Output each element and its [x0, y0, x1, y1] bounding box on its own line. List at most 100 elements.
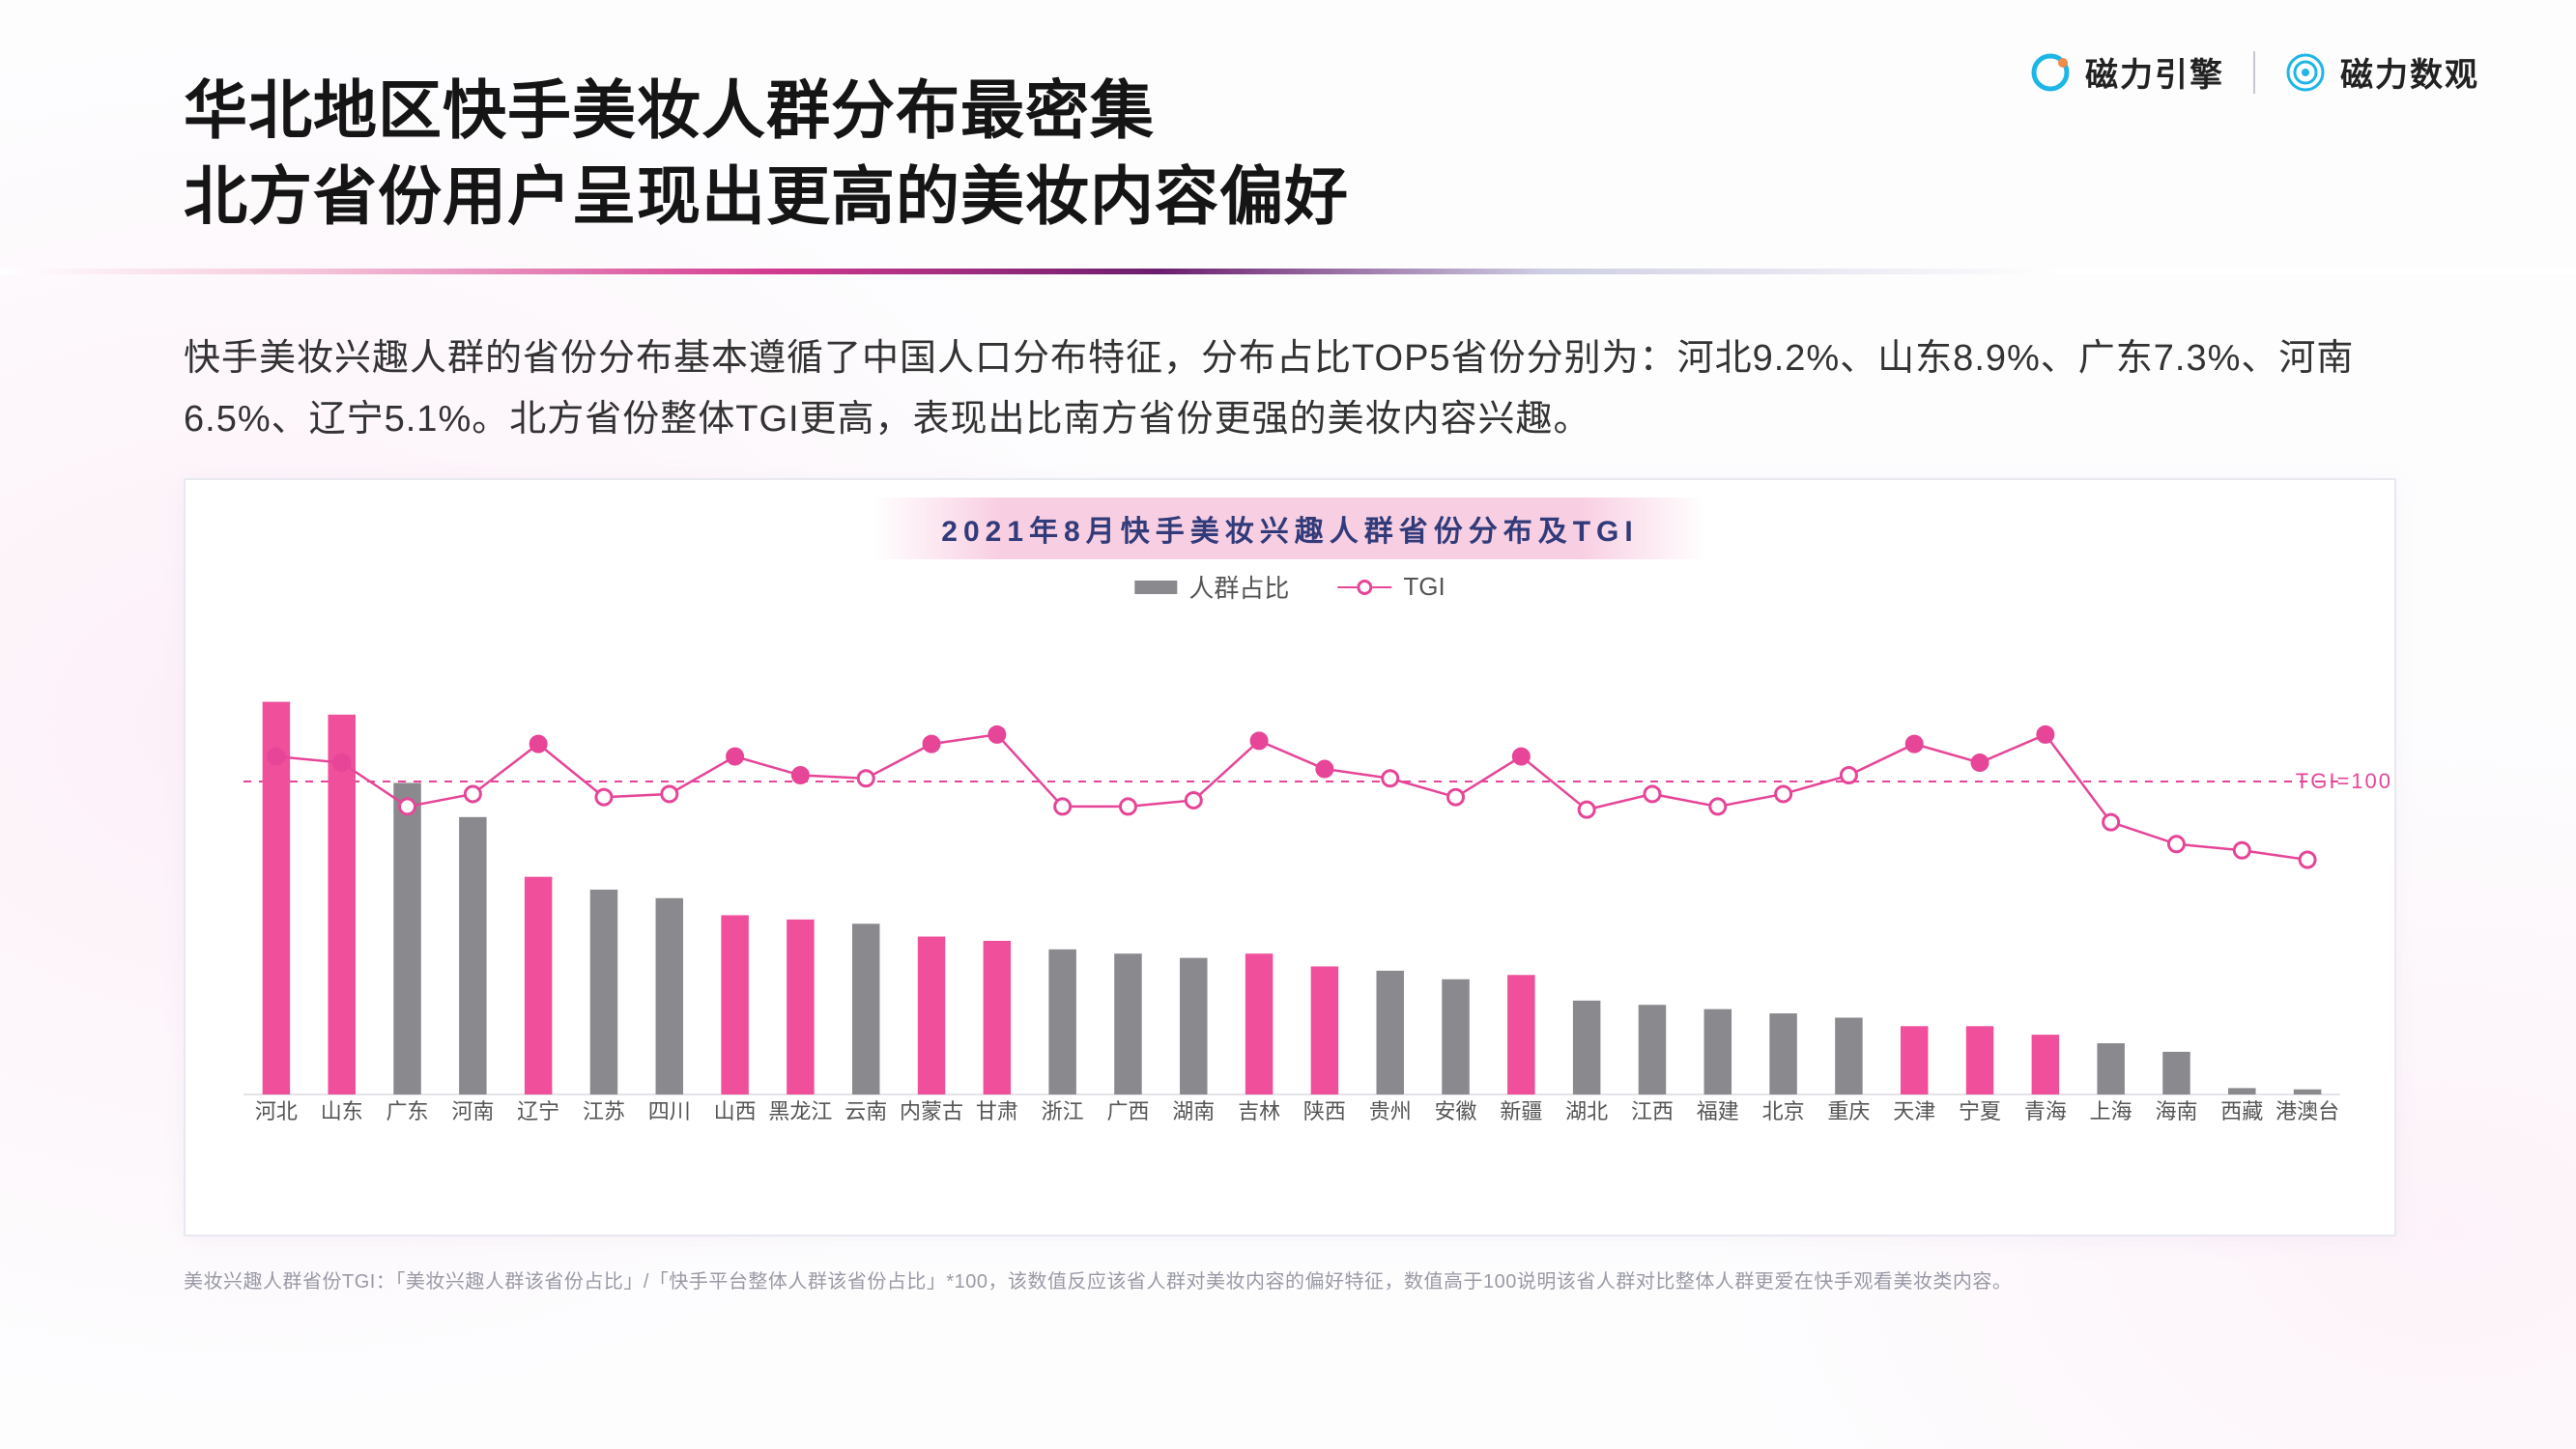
x-axis-label: 湖北 [1554, 1094, 1619, 1127]
logo-shuguan: 磁力数观 [2284, 48, 2479, 96]
chart-tgi-marker [596, 789, 612, 805]
x-axis-label: 江西 [1619, 1094, 1685, 1127]
chart-bar [2032, 1035, 2059, 1094]
x-axis-label: 港澳台 [2275, 1094, 2340, 1127]
x-axis-label: 江苏 [571, 1094, 637, 1127]
chart-tgi-marker [2234, 842, 2249, 858]
x-axis-label: 四川 [637, 1094, 702, 1127]
logo-engine: 磁力引擎 [2029, 48, 2224, 96]
tgi-reference-label: TGI=100 [2296, 769, 2392, 794]
chart-plot-area: TGI=100 河北山东广东河南辽宁江苏四川山西黑龙江云南内蒙古甘肃浙江广西湖南… [243, 625, 2340, 1127]
x-axis-label: 山东 [309, 1094, 375, 1127]
chart-svg [243, 625, 2340, 1127]
chart-tgi-marker [2300, 852, 2315, 867]
chart-bar [656, 898, 683, 1094]
x-axis-label: 福建 [1685, 1094, 1751, 1127]
chart-tgi-marker [465, 786, 480, 802]
chart-title-wrap: 2021年8月快手美妆兴趣人群省份分布及TGI [873, 497, 1705, 559]
x-axis-label: 吉林 [1226, 1094, 1292, 1127]
chart-tgi-line [276, 734, 2307, 860]
chart-tgi-marker [1906, 736, 1922, 752]
x-axis-label: 西藏 [2209, 1094, 2275, 1127]
chart-bar [1245, 953, 1273, 1094]
chart-tgi-marker [2168, 837, 2184, 852]
x-axis-label: 贵州 [1358, 1094, 1423, 1127]
chart-bar [2162, 1052, 2190, 1094]
chart-tgi-marker [1710, 799, 1726, 814]
chart-x-axis: 河北山东广东河南辽宁江苏四川山西黑龙江云南内蒙古甘肃浙江广西湖南吉林陕西贵州安徽… [243, 1094, 2340, 1127]
chart-bar [1180, 958, 1207, 1094]
chart-tgi-marker [1055, 799, 1071, 814]
chart-tgi-marker [1186, 792, 1201, 808]
chart-tgi-marker [1579, 802, 1594, 817]
chart-title: 2021年8月快手美妆兴趣人群省份分布及TGI [873, 497, 1705, 559]
chart-container: 2021年8月快手美妆兴趣人群省份分布及TGI 人群占比 TGI TGI=100… [184, 478, 2396, 1236]
chart-bar [918, 937, 945, 1094]
chart-bar [1442, 980, 1469, 1094]
chart-bar [393, 782, 420, 1094]
chart-bar [787, 920, 814, 1094]
chart-bar [1835, 1017, 1862, 1094]
logo-engine-text: 磁力引擎 [2085, 48, 2224, 96]
slide-root: { "logos": { "left": { "text": "磁力引擎", "… [0, 0, 2576, 1449]
chart-tgi-marker [792, 768, 808, 783]
chart-tgi-marker [728, 749, 743, 764]
x-axis-label: 辽宁 [505, 1094, 571, 1127]
slide-heading: 华北地区快手美妆人群分布最密集 北方省份用户呈现出更高的美妆内容偏好 [184, 68, 1349, 240]
chart-bar [459, 817, 486, 1094]
chart-bar [2097, 1043, 2124, 1094]
chart-tgi-marker [1383, 771, 1398, 786]
slide-footnote: 美妆兴趣人群省份TGI：「美妆兴趣人群该省份占比」/「快手平台整体人群该省份占比… [184, 1265, 2396, 1293]
brand-logos: 磁力引擎 磁力数观 [2029, 48, 2479, 96]
chart-tgi-marker [1120, 799, 1135, 814]
x-axis-label: 海南 [2144, 1094, 2210, 1127]
engine-logo-icon [2029, 51, 2072, 94]
chart-tgi-marker [989, 726, 1005, 742]
x-axis-label: 浙江 [1030, 1094, 1096, 1127]
chart-bar [1048, 950, 1075, 1094]
legend-line-swatch [1337, 580, 1391, 595]
x-axis-label: 广西 [1096, 1094, 1161, 1127]
legend-bar-swatch [1134, 581, 1177, 594]
chart-tgi-marker [1972, 755, 1988, 771]
x-axis-label: 黑龙江 [768, 1094, 834, 1127]
chart-tgi-marker [2038, 726, 2053, 742]
x-axis-label: 安徽 [1423, 1094, 1489, 1127]
chart-bar [1114, 953, 1141, 1094]
chart-tgi-marker [662, 786, 677, 802]
chart-bar [1573, 1001, 1600, 1094]
chart-tgi-marker [1645, 786, 1660, 802]
chart-bar [1507, 975, 1534, 1094]
x-axis-label: 陕西 [1292, 1094, 1358, 1127]
x-axis-label: 湖南 [1160, 1094, 1226, 1127]
chart-tgi-marker [1448, 789, 1464, 805]
chart-tgi-marker [269, 749, 284, 764]
logo-shuguan-text: 磁力数观 [2340, 48, 2479, 96]
legend-line-label: TGI [1403, 572, 1445, 602]
legend-line-item: TGI [1337, 572, 1445, 602]
chart-tgi-marker [1841, 768, 1856, 783]
chart-bar [1639, 1005, 1666, 1094]
chart-bar [525, 877, 552, 1094]
legend-bar-label: 人群占比 [1188, 569, 1289, 605]
x-axis-label: 山西 [702, 1094, 768, 1127]
x-axis-label: 上海 [2078, 1094, 2144, 1127]
chart-bar [1966, 1026, 1993, 1094]
chart-tgi-marker [858, 771, 873, 786]
x-axis-label: 广东 [375, 1094, 441, 1127]
chart-bar [1311, 966, 1338, 1094]
chart-tgi-marker [1251, 733, 1267, 749]
logo-separator [2253, 51, 2255, 94]
x-axis-label: 云南 [833, 1094, 899, 1127]
x-axis-label: 天津 [1881, 1094, 1947, 1127]
chart-bar [984, 941, 1011, 1094]
chart-bar [1901, 1026, 1928, 1094]
x-axis-label: 内蒙古 [899, 1094, 964, 1127]
chart-tgi-marker [400, 799, 415, 814]
x-axis-label: 青海 [2013, 1094, 2078, 1127]
chart-bar [1704, 1009, 1732, 1094]
x-axis-label: 甘肃 [964, 1094, 1030, 1127]
chart-bar [721, 915, 748, 1094]
x-axis-label: 北京 [1751, 1094, 1817, 1127]
chart-bar [1376, 971, 1403, 1094]
